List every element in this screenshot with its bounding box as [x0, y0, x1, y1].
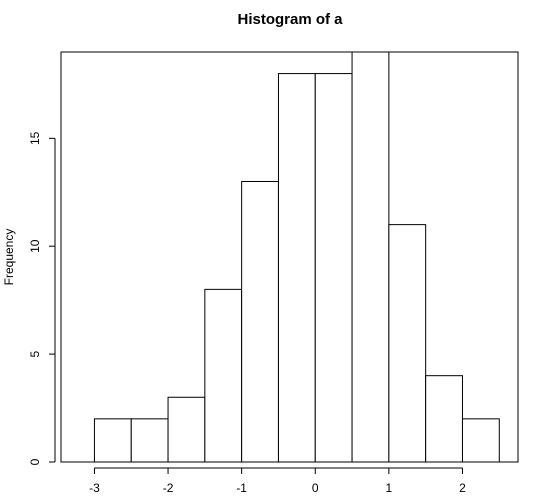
chart-title: Histogram of a [237, 11, 343, 28]
histogram-bar [204, 288, 243, 463]
histogram-bar [130, 418, 169, 463]
histogram-bar [277, 73, 316, 463]
x-axis: -3 -2 -1 0 1 2 [89, 467, 466, 495]
x-tick-label: 0 [312, 481, 319, 495]
x-tick-label: 2 [459, 481, 466, 495]
bars-group [93, 51, 500, 463]
histogram-bar [241, 180, 279, 463]
histogram-bar [351, 51, 390, 463]
y-tick-label: 15 [28, 131, 42, 145]
x-tick-label: -3 [89, 481, 100, 495]
y-tick-label: 10 [28, 239, 42, 253]
histogram-bar [93, 418, 132, 463]
histogram-bar [425, 375, 463, 463]
x-tick-label: -2 [163, 481, 174, 495]
histogram-bar [314, 73, 353, 463]
histogram-bar [461, 418, 500, 463]
y-axis: 0 5 10 15 [28, 131, 56, 465]
x-tick-label: 1 [386, 481, 393, 495]
histogram-bar [167, 396, 206, 463]
y-tick-label: 5 [28, 350, 42, 357]
y-tick-label: 0 [28, 458, 42, 465]
y-axis-title: Frequency [2, 229, 16, 286]
x-tick-label: -1 [236, 481, 247, 495]
histogram-bar [388, 224, 427, 463]
